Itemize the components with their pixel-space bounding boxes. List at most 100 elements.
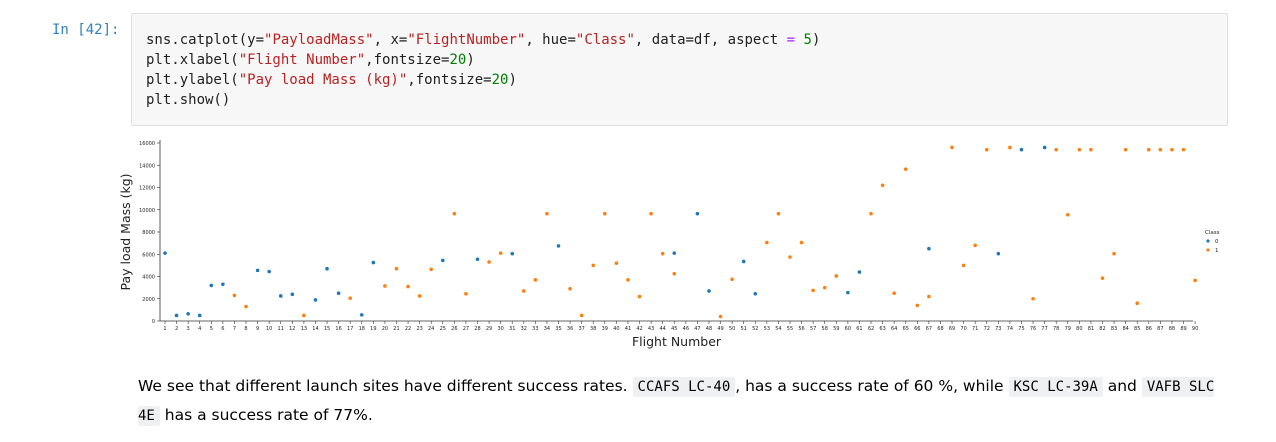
data-point-class-0 [1019,147,1024,152]
x-tick-label: 13 [301,326,307,332]
data-point-class-1 [521,289,526,293]
data-point-class-0 [510,251,515,256]
x-tick-label: 29 [486,326,492,332]
data-point-class-1 [950,145,954,150]
code-string: "FlightNumber" [407,32,526,48]
data-point-class-1 [1008,145,1012,150]
y-tick-label: 10000 [139,208,155,214]
data-point-class-1 [429,267,434,272]
data-point-class-1 [1031,296,1035,301]
data-point-class-0 [857,270,862,274]
code-editor[interactable]: sns.catplot(y="PayloadMass", x="FlightNu… [146,30,820,110]
markdown-text: We see that different launch sites have … [138,377,633,395]
x-tick-label: 21 [393,326,399,332]
x-tick-label: 78 [1053,326,1059,332]
data-point-class-1 [892,291,896,295]
x-tick-label: 84 [1122,326,1128,332]
x-tick-label: 53 [764,326,770,332]
code-line-2: plt.xlabel("Flight Number",fontsize=20) [146,52,475,68]
x-tick-label: 65 [903,326,909,332]
code-cell-input[interactable]: sns.catplot(y="PayloadMass", x="FlightNu… [131,13,1228,126]
x-tick-label: 69 [949,326,955,332]
markdown-cell: We see that different launch sites have … [138,372,1228,430]
data-point-class-1 [626,278,630,282]
legend-marker-class-1 [1206,248,1210,252]
x-tick-label: 45 [671,326,677,332]
x-tick-label: 66 [914,326,920,332]
x-tick-label: 3 [187,326,190,332]
x-tick-label: 23 [416,326,422,332]
data-point-class-0 [174,313,179,318]
code-token: plt.xlabel( [146,52,239,68]
x-tick-label: 12 [289,326,295,332]
x-tick-label: 85 [1134,326,1140,332]
code-token: ,fontsize= [365,52,450,68]
x-tick-label: 30 [497,326,503,332]
x-tick-label: 32 [521,326,527,332]
data-point-class-0 [1042,145,1047,150]
data-point-class-1 [383,284,387,288]
x-tick-label: 50 [729,326,735,332]
x-tick-label: 51 [741,326,747,332]
x-tick-label: 64 [891,326,897,332]
data-point-class-0 [336,291,341,295]
code-token: , hue= [525,32,576,48]
data-point-class-0 [753,291,758,296]
x-tick-label: 4 [198,326,201,332]
x-tick-label: 54 [775,326,781,332]
cell-output: 0 2000 4000 6000 8000 10000 12000 14000 16000 1 2 3… [111,130,1231,352]
x-tick-label: 17 [347,326,353,332]
data-point-class-1 [880,183,885,188]
x-tick-label: 35 [555,326,561,332]
data-point-class-1 [244,304,248,309]
code-token: , x= [373,32,408,48]
data-point-class-1 [637,294,642,299]
x-tick-label: 71 [972,326,978,332]
x-tick-label: 47 [694,326,700,332]
x-tick-label: 60 [845,326,851,332]
data-point-class-1 [1077,147,1082,152]
data-point-class-1 [603,211,607,216]
x-tick-label: 73 [995,326,1001,332]
y-tick-label: 12000 [139,186,155,192]
x-tick-label: 37 [578,326,584,332]
code-token [795,32,803,48]
x-tick-label: 59 [833,326,839,332]
data-point-class-1 [1158,147,1163,152]
code-string: "Flight Number" [238,52,366,68]
data-point-class-1 [591,263,596,268]
code-number: 5 [803,32,812,48]
x-tick-label: 89 [1180,326,1186,332]
x-tick-label: 75 [1018,326,1024,332]
x-tick-label: 1 [163,326,166,332]
legend-label-class-0: 0 [1215,239,1219,245]
x-tick-label: 11 [278,326,284,332]
data-point-class-1 [487,260,491,264]
x-tick-label: 46 [683,326,689,332]
data-point-class-1 [730,277,734,282]
x-tick-label: 26 [451,326,457,332]
cell-prompt: In [42]: [52,22,120,38]
data-point-class-1 [452,211,457,216]
x-tick-label: 2 [175,326,178,332]
x-tick-label: 90 [1192,326,1198,332]
x-tick-label: 38 [590,326,596,332]
legend-marker-class-0 [1206,239,1210,243]
data-point-class-1 [649,211,653,216]
data-point-class-0 [440,258,445,263]
code-token: plt.ylabel( [146,72,239,88]
x-tick-label: 33 [532,326,538,332]
y-axis-label: Pay load Mass (kg) [118,173,133,290]
code-token: ) [811,32,821,48]
data-point-class-0 [221,282,225,287]
markdown-text: has a success rate of 77%. [159,406,373,424]
x-tick-label: 58 [822,326,828,332]
data-point-class-0 [927,246,931,251]
x-tick-label: 41 [625,326,631,332]
data-point-class-1 [498,251,503,255]
x-axis-label: Flight Number [632,334,722,349]
data-point-class-1 [545,211,549,216]
data-point-class-1 [1054,147,1058,152]
x-tick-label: 44 [659,326,665,332]
x-tick-label: 88 [1169,326,1175,332]
